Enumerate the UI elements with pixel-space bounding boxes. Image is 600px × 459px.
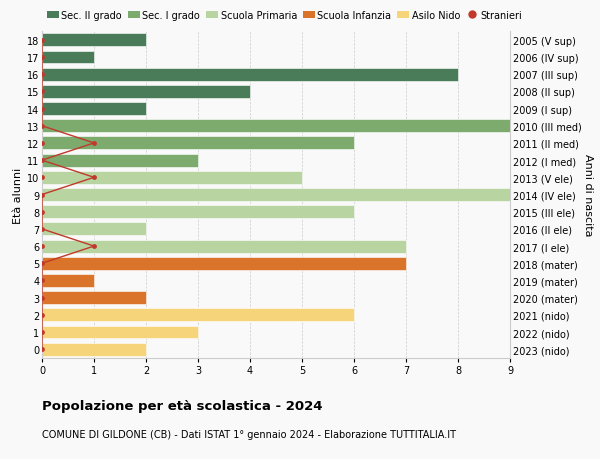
Bar <box>42 34 146 47</box>
Bar <box>42 154 198 167</box>
Text: Popolazione per età scolastica - 2024: Popolazione per età scolastica - 2024 <box>42 399 323 412</box>
Bar <box>42 240 406 253</box>
Bar <box>42 326 198 339</box>
Legend: Sec. II grado, Sec. I grado, Scuola Primaria, Scuola Infanzia, Asilo Nido, Stran: Sec. II grado, Sec. I grado, Scuola Prim… <box>47 11 523 21</box>
Bar <box>42 343 146 356</box>
Bar <box>42 189 510 202</box>
Bar <box>42 257 406 270</box>
Bar <box>42 51 94 64</box>
Bar <box>42 172 302 185</box>
Y-axis label: Età alunni: Età alunni <box>13 167 23 223</box>
Bar <box>42 309 354 322</box>
Bar <box>42 206 354 218</box>
Y-axis label: Anni di nascita: Anni di nascita <box>583 154 593 236</box>
Bar <box>42 103 146 116</box>
Bar <box>42 68 458 81</box>
Bar <box>42 86 250 99</box>
Bar <box>42 291 146 304</box>
Bar <box>42 120 510 133</box>
Bar <box>42 137 354 150</box>
Text: COMUNE DI GILDONE (CB) - Dati ISTAT 1° gennaio 2024 - Elaborazione TUTTITALIA.IT: COMUNE DI GILDONE (CB) - Dati ISTAT 1° g… <box>42 429 456 439</box>
Bar <box>42 223 146 236</box>
Bar <box>42 274 94 287</box>
